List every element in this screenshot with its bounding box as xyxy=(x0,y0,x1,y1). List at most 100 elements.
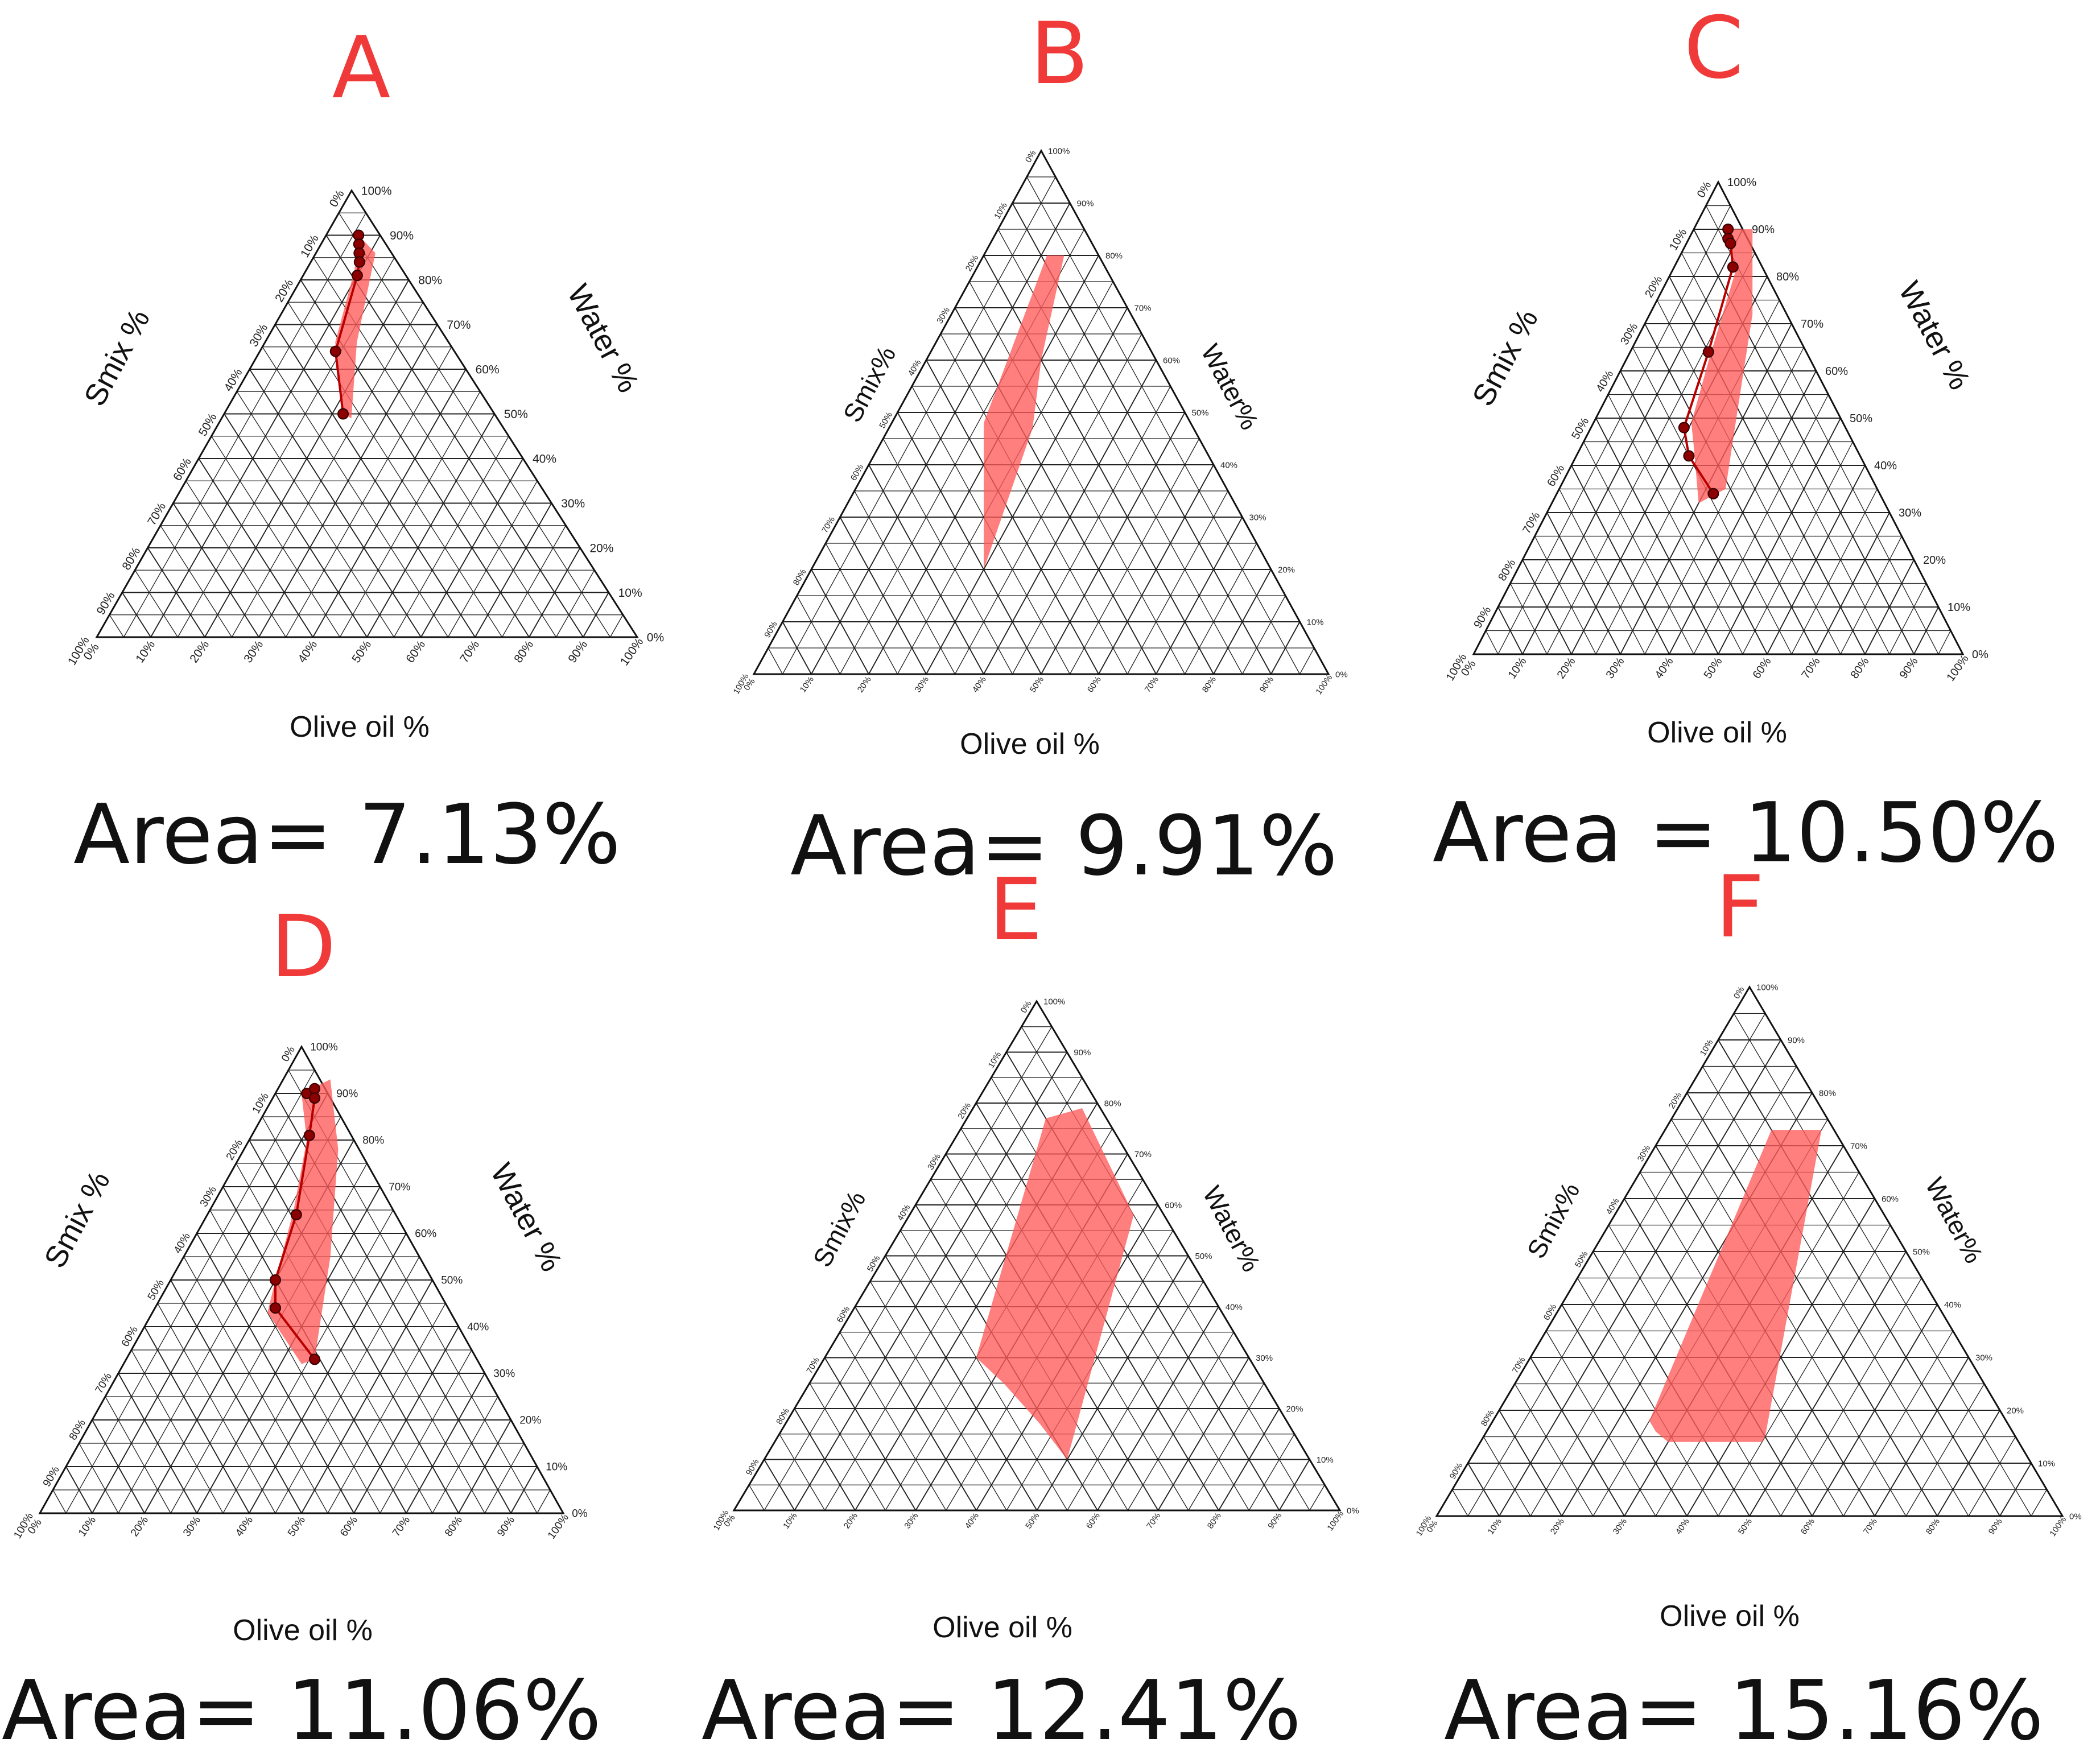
tick-label-smix: 50% xyxy=(196,411,220,439)
axis-label-olive-oil: Olive oil % xyxy=(933,1611,1072,1644)
tick-label-olive: 40% xyxy=(963,1511,981,1530)
tick-label-smix: 90% xyxy=(1448,1461,1465,1481)
tick-label-smix: 60% xyxy=(835,1305,852,1325)
tick-label-olive: 20% xyxy=(129,1514,151,1539)
tick-label-olive: 90% xyxy=(1897,655,1921,682)
data-point xyxy=(309,1083,320,1095)
triangle-frame xyxy=(95,189,639,638)
tick-label-smix: 80% xyxy=(774,1407,791,1427)
tick-label-olive: 100% xyxy=(1314,673,1334,696)
tick-label-water: 70% xyxy=(1850,1141,1867,1151)
data-point xyxy=(1683,450,1695,462)
tick-label-olive: 50% xyxy=(1702,655,1725,682)
tick-label-water: 80% xyxy=(1104,1099,1121,1108)
tick-label-olive: 60% xyxy=(1086,675,1103,694)
tick-label-olive: 10% xyxy=(133,638,158,666)
tick-label-water: 70% xyxy=(1134,303,1152,313)
data-point xyxy=(337,408,349,420)
tick-label-smix: 20% xyxy=(964,254,981,274)
tick-label-olive: 10% xyxy=(798,675,816,694)
data-point xyxy=(1724,237,1736,249)
tick-label-olive: 20% xyxy=(842,1511,860,1530)
tick-label-olive: 100% xyxy=(1325,1509,1346,1533)
tick-label-water: 20% xyxy=(589,542,613,555)
tick-label-water: 100% xyxy=(1727,176,1756,189)
axis-label-olive-oil: Olive oil % xyxy=(290,711,430,744)
tick-label-smix: 10% xyxy=(987,1050,1004,1070)
tick-label-smix: 90% xyxy=(41,1464,62,1489)
tick-label-olive: 20% xyxy=(1555,655,1578,682)
tick-label-olive: 70% xyxy=(1145,1511,1162,1530)
tick-label-smix: 10% xyxy=(992,201,1009,221)
tick-label-smix: 60% xyxy=(1542,1303,1559,1323)
tick-label-olive: 80% xyxy=(1849,655,1872,682)
tick-label-olive: 80% xyxy=(443,1514,465,1539)
tick-label-smix: 50% xyxy=(146,1278,167,1303)
data-point xyxy=(309,1092,320,1104)
tick-label-olive: 70% xyxy=(1143,675,1161,694)
tick-label-olive: 100% xyxy=(1944,653,1971,684)
grid-lines xyxy=(109,212,624,638)
tick-label-smix: 60% xyxy=(849,463,866,483)
tick-label-water: 30% xyxy=(561,497,585,510)
microemulsion-region xyxy=(1649,1130,1822,1442)
tick-label-smix: 50% xyxy=(1573,1250,1590,1270)
tick-label-water: 50% xyxy=(1195,1252,1212,1261)
tick-label-smix: 90% xyxy=(744,1457,761,1477)
tick-label-smix: 20% xyxy=(273,277,296,304)
tick-label-olive: 90% xyxy=(1987,1517,2004,1536)
tick-label-olive: 100% xyxy=(2048,1515,2068,1538)
tick-label-water: 100% xyxy=(1043,997,1065,1006)
tick-label-olive: 100% xyxy=(618,635,646,668)
panel-letter: B xyxy=(1030,5,1089,104)
triangle-frame xyxy=(732,1000,1342,1512)
tick-label-smix: 70% xyxy=(1511,1356,1528,1376)
data-point xyxy=(1722,224,1734,235)
tick-label-water: 0% xyxy=(1347,1506,1359,1516)
data-point xyxy=(270,1302,281,1314)
tick-label-water: 80% xyxy=(418,274,442,287)
tick-label-smix: 20% xyxy=(956,1101,973,1121)
tick-label-smix: 20% xyxy=(224,1138,245,1163)
tick-label-smix: 30% xyxy=(247,322,270,349)
data-point xyxy=(309,1353,320,1365)
area-value-label: Area= 9.91% xyxy=(790,798,1338,894)
tick-label-smix: 0% xyxy=(1732,985,1747,1001)
tick-label-water: 100% xyxy=(310,1042,338,1054)
tick-label-olive: 50% xyxy=(286,1514,308,1539)
tick-label-olive: 50% xyxy=(1736,1517,1754,1536)
tick-label-water: 70% xyxy=(389,1182,410,1194)
tick-label-olive: 30% xyxy=(913,675,931,694)
tick-label-smix: 70% xyxy=(93,1371,114,1396)
tick-label-water: 60% xyxy=(1882,1194,1899,1204)
tick-label-water: 40% xyxy=(467,1322,489,1333)
tick-label-olive: 70% xyxy=(1862,1517,1879,1536)
tick-label-olive: 30% xyxy=(1611,1517,1629,1536)
tick-label-olive: 60% xyxy=(1751,655,1774,682)
tick-label-smix: 50% xyxy=(865,1254,882,1274)
tick-label-smix: 20% xyxy=(1643,274,1665,300)
tick-label-water: 20% xyxy=(2007,1406,2024,1415)
microemulsion-region xyxy=(984,255,1065,569)
tick-label-smix: 10% xyxy=(298,233,321,260)
tick-label-water: 10% xyxy=(1317,1455,1334,1465)
tick-label-water: 20% xyxy=(1286,1404,1303,1414)
tick-label-water: 40% xyxy=(1220,460,1237,470)
microemulsion-region xyxy=(1691,229,1753,503)
tick-label-water: 20% xyxy=(519,1415,541,1427)
tick-label-olive: 80% xyxy=(511,638,536,666)
tick-label-water: 60% xyxy=(476,363,500,376)
microemulsion-region xyxy=(267,1079,339,1364)
ternary-plot-a: 0%0%0%10%10%10%20%20%20%30%30%30%40%40%4… xyxy=(65,184,664,668)
tick-label-smix: 0% xyxy=(279,1044,298,1064)
data-point xyxy=(1707,488,1719,499)
tick-label-water: 60% xyxy=(1165,1200,1182,1210)
tick-label-water: 0% xyxy=(2069,1512,2082,1521)
tick-label-olive: 10% xyxy=(1486,1517,1504,1536)
data-point xyxy=(290,1209,302,1221)
tick-label-olive: 30% xyxy=(902,1511,920,1530)
tick-label-smix: 70% xyxy=(820,515,837,535)
tick-label-smix: 90% xyxy=(762,620,779,640)
tick-label-water: 50% xyxy=(1192,408,1209,418)
